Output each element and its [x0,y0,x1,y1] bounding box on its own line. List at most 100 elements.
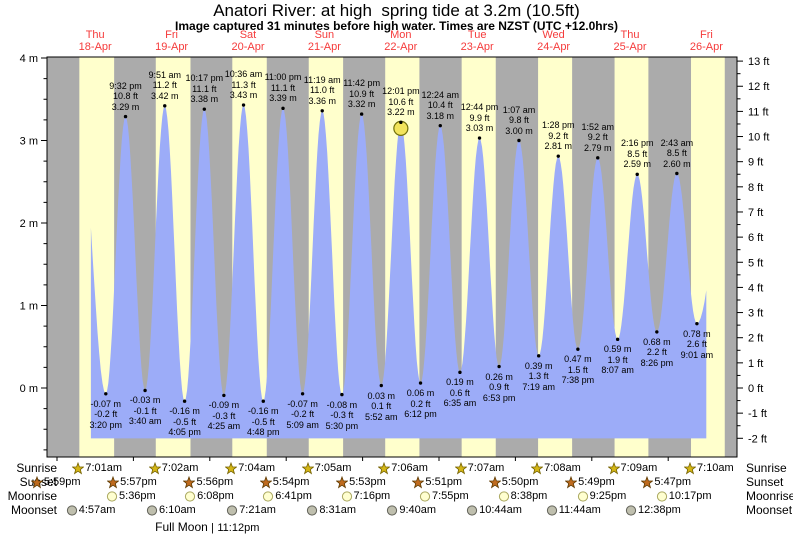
day-label: Fri 26-Apr [674,29,738,53]
sunrise-entry: 7:08am [531,462,581,475]
low-tide-annotation-line: 2.2 ft [646,347,667,358]
low-tide-annotation-line: 4:48 pm [247,427,280,438]
low-tide-annotation: 0.19 m 0.6 ft 6:35 am [418,377,502,409]
high-tide-annotation-line: 11.1 ft [270,82,296,93]
tide-extreme-dot [556,154,560,158]
moonrise-icon [656,491,667,502]
sunset-entry-time: 5:59pm [43,476,81,488]
moonset-entry-time: 7:21am [239,504,276,516]
moonset-row-label-right: Moonset [746,503,793,517]
full-moon-divider: | [211,522,215,534]
moonset-entry-time: 6:10am [159,504,196,516]
high-tide-annotation-line: 11.1 ft [192,83,217,94]
low-tide-annotation-line: -0.1 ft [133,405,157,416]
right-axis-label: 11 ft [748,106,769,118]
sunrise-icon [607,462,620,475]
moonrise-icon [263,491,274,502]
low-tide-annotation: -0.09 m -0.3 ft 4:25 am [182,400,266,432]
sunset-icon [107,476,120,489]
high-tide-annotation: 11:19 am 11.0 ft 3.36 m [280,75,364,107]
sunrise-entry-time: 7:06am [391,462,428,474]
moonset-icon [66,505,77,516]
low-tide-annotation-line: 0.26 m [485,371,513,382]
left-axis-label: 0 m [20,383,38,395]
high-tide-annotation-line: 9:32 pm [109,80,142,91]
day-date: 21-Apr [307,40,341,53]
moonrise-entry-time: 10:17pm [668,490,712,502]
right-axis-label: -1 ft [748,408,767,420]
low-tide-annotation-line: -0.07 m [287,398,318,409]
moonset-icon [546,505,557,516]
day-name: Sat [239,29,257,41]
low-tide-annotation-line: 5:09 am [286,419,319,430]
high-tide-annotation: 9:32 pm 10.8 ft 3.29 m [84,81,168,113]
moonrise-entry-time: 8:38pm [510,490,548,502]
moonset-icon [625,505,637,516]
tide-extreme-dot [359,112,364,116]
low-tide-annotation-line: 5:30 pm [325,420,359,431]
tide-extreme-dot [281,106,285,111]
high-tide-annotation-line: 9.8 ft [508,115,529,125]
sunrise-entry-time: 7:07am [467,462,505,474]
high-tide-annotation-line: 11:00 pm [264,72,302,83]
high-tide-annotation: 1:28 pm 9.2 ft 2.81 m [516,120,600,152]
tide-extreme-dot [615,337,620,342]
tide-extreme-dot [536,354,541,358]
sunset-entry: 5:49pm [565,476,615,489]
sunset-entry: 5:59pm [30,476,81,489]
high-tide-annotation-line: 8.5 ft [666,148,687,158]
moonrise-entry-time: 6:41pm [275,490,312,502]
moonrise-entry: 6:08pm [184,490,234,503]
sunrise-entry-time: 7:10am [697,462,734,474]
moonset-entry-time: 8:31am [319,504,357,516]
low-tide-annotation-line: 0.06 m [406,388,435,399]
sunrise-entry-time: 7:09am [620,462,658,474]
low-tide-annotation: 0.26 m 0.9 ft 6:53 pm [457,372,541,404]
high-tide-annotation-line: 3.43 m [229,90,258,101]
high-tide-annotation-line: 9.2 ft [548,130,569,141]
high-tide-annotation-line: 12:44 pm [460,102,499,113]
low-tide-annotation: 0.78 m 2.6 ft 9:01 am [655,329,739,361]
tide-area [90,105,707,439]
sunset-icon [30,476,43,489]
moonset-entry: 11:44am [546,504,601,517]
day-date: 20-Apr [231,40,265,53]
low-tide-annotation-line: 0.1 ft [371,401,392,412]
moonrise-icon [498,491,509,502]
tide-extreme-dot [241,103,246,107]
day-name: Sun [314,29,335,41]
sunset-icon [488,476,501,489]
high-tide-annotation-line: 10:36 am [224,69,263,80]
sunrise-icon [148,462,161,475]
full-moon-label: Full Moon [155,520,208,534]
sunrise-icon [301,462,314,475]
sunset-entry: 5:51pm [412,476,462,489]
sunrise-icon [378,462,391,475]
high-tide-annotation-line: 3.32 m [347,99,376,110]
high-tide-annotation-line: 1:07 am [502,104,536,115]
right-axis-label: 7 ft [748,207,763,219]
moonset-entry-time: 4:57am [78,504,116,516]
low-tide-annotation-line: 0.39 m [524,360,553,371]
moonset-icon [307,505,318,516]
day-label: Wed 24-Apr [522,29,586,53]
low-tide-annotation-line: -0.16 m [169,406,200,417]
high-tide-annotation-line: 3.03 m [465,123,494,134]
high-tide-annotation-line: 2:43 am [660,137,694,148]
low-tide-annotation: 0.03 m 0.1 ft 5:52 am [339,391,423,423]
low-tide-annotation: -0.16 m -0.5 ft 4:05 pm [143,406,227,438]
low-tide-annotation-line: 0.59 m [603,344,632,355]
day-name: Fri [165,29,178,41]
moonset-icon [387,505,398,516]
day-name: Wed [542,29,565,41]
sunset-entry-time: 5:53pm [349,476,386,488]
day-label: Fri 19-Apr [140,29,204,53]
low-tide-annotation: 0.59 m 1.9 ft 8:07 am [576,344,660,376]
right-axis-label: 0 ft [748,383,763,395]
day-label: Mon 22-Apr [369,29,433,53]
low-tide-annotation-line: -0.16 m [248,406,279,417]
sunset-icon [336,476,349,489]
high-tide-annotation-line: 3.22 m [387,107,415,118]
high-tide-annotation: 10:17 pm 11.1 ft 3.38 m [162,73,246,105]
right-axis-label: 10 ft [748,132,769,144]
